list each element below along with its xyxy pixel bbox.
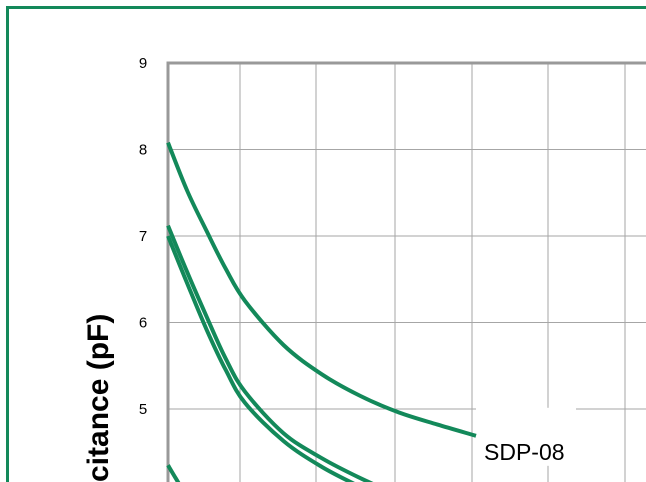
y-tick-label: 9 (139, 55, 147, 72)
curve-label: SDP-08 (484, 439, 565, 465)
series-layer (166, 141, 477, 482)
curve-label-background (476, 407, 576, 466)
y-tick-label: 6 (139, 315, 147, 332)
grid-layer (168, 63, 646, 482)
y-axis-title: citance (pF) (82, 314, 115, 482)
y-tick-label: 5 (139, 401, 147, 418)
series-line-4 (166, 464, 181, 482)
curve-labels: SDP-08 (484, 439, 565, 465)
y-tick-label: 7 (139, 228, 147, 245)
figure-border (6, 6, 646, 482)
axis-layer (166, 61, 646, 482)
y-tick-label: 8 (139, 142, 147, 159)
series-line-3 (166, 235, 355, 482)
series-line-2 (166, 224, 374, 482)
series-line-1 (166, 141, 477, 438)
tick-labels: 9 8 7 6 5 (139, 55, 147, 418)
